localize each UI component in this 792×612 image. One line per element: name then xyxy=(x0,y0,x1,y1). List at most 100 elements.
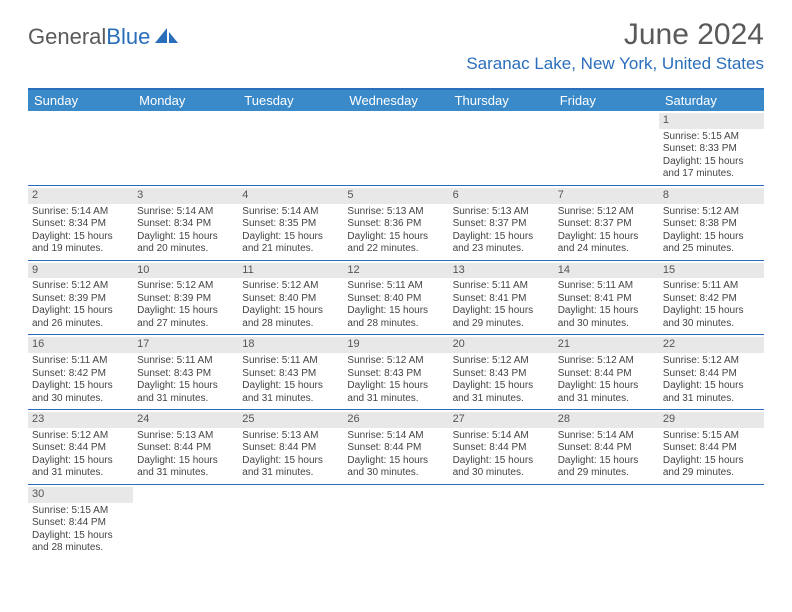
day-cell: 3Sunrise: 5:14 AMSunset: 8:34 PMDaylight… xyxy=(133,186,238,260)
day-cell: 6Sunrise: 5:13 AMSunset: 8:37 PMDaylight… xyxy=(449,186,554,260)
sunrise-text: Sunrise: 5:12 AM xyxy=(347,355,444,368)
day-cell: 29Sunrise: 5:15 AMSunset: 8:44 PMDayligh… xyxy=(659,410,764,484)
sunrise-text: Sunrise: 5:14 AM xyxy=(347,430,444,443)
day-cell: 28Sunrise: 5:14 AMSunset: 8:44 PMDayligh… xyxy=(554,410,659,484)
day-number: 28 xyxy=(554,412,659,428)
sunset-text: Sunset: 8:44 PM xyxy=(558,442,655,455)
sunset-text: Sunset: 8:33 PM xyxy=(663,143,760,156)
day-cell: 10Sunrise: 5:12 AMSunset: 8:39 PMDayligh… xyxy=(133,261,238,335)
daylight-text: Daylight: 15 hours xyxy=(137,305,234,318)
day-cell: 2Sunrise: 5:14 AMSunset: 8:34 PMDaylight… xyxy=(28,186,133,260)
sunset-text: Sunset: 8:35 PM xyxy=(242,218,339,231)
sunrise-text: Sunrise: 5:12 AM xyxy=(558,355,655,368)
daylight-text: Daylight: 15 hours xyxy=(663,305,760,318)
day-cell: 21Sunrise: 5:12 AMSunset: 8:44 PMDayligh… xyxy=(554,335,659,409)
day-number: 17 xyxy=(133,337,238,353)
logo-text-1: General xyxy=(28,24,106,50)
daylight-text: Daylight: 15 hours xyxy=(453,455,550,468)
day-number: 8 xyxy=(659,188,764,204)
daylight-text: and 29 minutes. xyxy=(558,467,655,480)
day-number: 24 xyxy=(133,412,238,428)
daylight-text: Daylight: 15 hours xyxy=(558,231,655,244)
sunset-text: Sunset: 8:36 PM xyxy=(347,218,444,231)
sunset-text: Sunset: 8:44 PM xyxy=(242,442,339,455)
day-cell: 20Sunrise: 5:12 AMSunset: 8:43 PMDayligh… xyxy=(449,335,554,409)
daylight-text: and 31 minutes. xyxy=(137,393,234,406)
day-cell: 7Sunrise: 5:12 AMSunset: 8:37 PMDaylight… xyxy=(554,186,659,260)
sunset-text: Sunset: 8:44 PM xyxy=(137,442,234,455)
weekday-header: Tuesday xyxy=(238,90,343,111)
sunset-text: Sunset: 8:37 PM xyxy=(558,218,655,231)
daylight-text: and 31 minutes. xyxy=(137,467,234,480)
day-cell: 17Sunrise: 5:11 AMSunset: 8:43 PMDayligh… xyxy=(133,335,238,409)
daylight-text: Daylight: 15 hours xyxy=(242,380,339,393)
week-row: 16Sunrise: 5:11 AMSunset: 8:42 PMDayligh… xyxy=(28,335,764,410)
daylight-text: Daylight: 15 hours xyxy=(663,231,760,244)
day-cell: 18Sunrise: 5:11 AMSunset: 8:43 PMDayligh… xyxy=(238,335,343,409)
sunrise-text: Sunrise: 5:11 AM xyxy=(663,280,760,293)
day-number: 20 xyxy=(449,337,554,353)
daylight-text: and 31 minutes. xyxy=(242,467,339,480)
sunset-text: Sunset: 8:40 PM xyxy=(347,293,444,306)
sunrise-text: Sunrise: 5:15 AM xyxy=(32,505,129,518)
daylight-text: and 31 minutes. xyxy=(663,393,760,406)
day-cell: 5Sunrise: 5:13 AMSunset: 8:36 PMDaylight… xyxy=(343,186,448,260)
sunset-text: Sunset: 8:38 PM xyxy=(663,218,760,231)
sunrise-text: Sunrise: 5:15 AM xyxy=(663,131,760,144)
daylight-text: Daylight: 15 hours xyxy=(347,455,444,468)
daylight-text: and 25 minutes. xyxy=(663,243,760,256)
day-cell: 27Sunrise: 5:14 AMSunset: 8:44 PMDayligh… xyxy=(449,410,554,484)
daylight-text: Daylight: 15 hours xyxy=(347,305,444,318)
location-subtitle: Saranac Lake, New York, United States xyxy=(466,54,764,74)
day-cell: 24Sunrise: 5:13 AMSunset: 8:44 PMDayligh… xyxy=(133,410,238,484)
day-cell: 22Sunrise: 5:12 AMSunset: 8:44 PMDayligh… xyxy=(659,335,764,409)
daylight-text: Daylight: 15 hours xyxy=(32,231,129,244)
weekday-header: Friday xyxy=(554,90,659,111)
daylight-text: Daylight: 15 hours xyxy=(242,231,339,244)
sunrise-text: Sunrise: 5:12 AM xyxy=(663,206,760,219)
day-number: 1 xyxy=(659,113,764,129)
sunrise-text: Sunrise: 5:11 AM xyxy=(137,355,234,368)
daylight-text: and 30 minutes. xyxy=(558,318,655,331)
daylight-text: Daylight: 15 hours xyxy=(32,380,129,393)
daylight-text: Daylight: 15 hours xyxy=(347,231,444,244)
day-cell-empty xyxy=(449,111,554,185)
daylight-text: and 31 minutes. xyxy=(242,393,339,406)
day-cell: 25Sunrise: 5:13 AMSunset: 8:44 PMDayligh… xyxy=(238,410,343,484)
daylight-text: and 22 minutes. xyxy=(347,243,444,256)
day-cell: 14Sunrise: 5:11 AMSunset: 8:41 PMDayligh… xyxy=(554,261,659,335)
sunset-text: Sunset: 8:44 PM xyxy=(453,442,550,455)
sunset-text: Sunset: 8:34 PM xyxy=(32,218,129,231)
day-cell: 13Sunrise: 5:11 AMSunset: 8:41 PMDayligh… xyxy=(449,261,554,335)
day-number: 18 xyxy=(238,337,343,353)
day-number: 22 xyxy=(659,337,764,353)
daylight-text: and 30 minutes. xyxy=(32,393,129,406)
day-cell: 26Sunrise: 5:14 AMSunset: 8:44 PMDayligh… xyxy=(343,410,448,484)
daylight-text: Daylight: 15 hours xyxy=(242,305,339,318)
daylight-text: and 29 minutes. xyxy=(453,318,550,331)
daylight-text: Daylight: 15 hours xyxy=(453,231,550,244)
day-number: 4 xyxy=(238,188,343,204)
day-cell: 8 Sunrise: 5:12 AMSunset: 8:38 PMDaylight… xyxy=(659,186,764,260)
day-number: 29 xyxy=(659,412,764,428)
week-row: 2Sunrise: 5:14 AMSunset: 8:34 PMDaylight… xyxy=(28,186,764,261)
weekday-header: Saturday xyxy=(659,90,764,111)
sunrise-text: Sunrise: 5:12 AM xyxy=(137,280,234,293)
day-cell-empty xyxy=(449,485,554,559)
sunset-text: Sunset: 8:42 PM xyxy=(32,368,129,381)
day-cell-empty xyxy=(133,485,238,559)
daylight-text: Daylight: 15 hours xyxy=(558,380,655,393)
title-block: June 2024 Saranac Lake, New York, United… xyxy=(466,18,764,74)
daylight-text: Daylight: 15 hours xyxy=(242,455,339,468)
daylight-text: Daylight: 15 hours xyxy=(137,380,234,393)
sunset-text: Sunset: 8:41 PM xyxy=(558,293,655,306)
calendar-grid: SundayMondayTuesdayWednesdayThursdayFrid… xyxy=(28,88,764,559)
daylight-text: and 28 minutes. xyxy=(347,318,444,331)
weekday-header-row: SundayMondayTuesdayWednesdayThursdayFrid… xyxy=(28,90,764,111)
sunrise-text: Sunrise: 5:13 AM xyxy=(347,206,444,219)
daylight-text: Daylight: 15 hours xyxy=(453,305,550,318)
daylight-text: Daylight: 15 hours xyxy=(137,455,234,468)
sunrise-text: Sunrise: 5:11 AM xyxy=(32,355,129,368)
weekday-header: Wednesday xyxy=(343,90,448,111)
daylight-text: and 31 minutes. xyxy=(32,467,129,480)
